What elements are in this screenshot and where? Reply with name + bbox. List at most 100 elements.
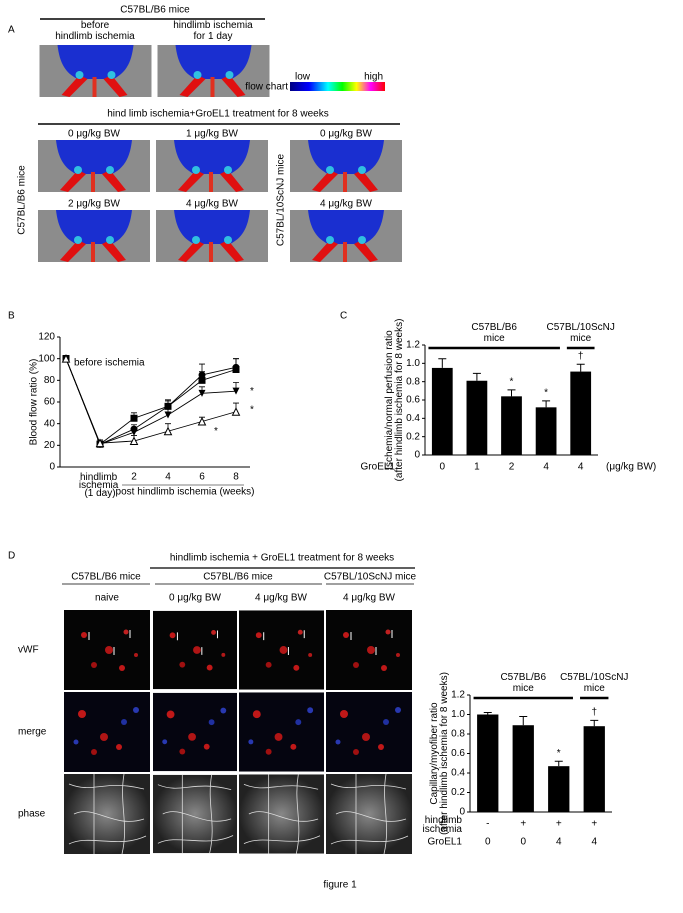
dose-label: 0 μg/kg BW: [320, 129, 372, 140]
significance-mark: *: [557, 748, 561, 759]
x-tick-label: 4: [578, 462, 584, 473]
y-tick-label: 0.2: [406, 431, 420, 442]
y-axis-label-line: Ischemia/normal perfusion ratio: [384, 330, 395, 470]
x-tick-label: 8: [233, 472, 239, 483]
perfusion-image: [290, 140, 402, 192]
row-label: phase: [18, 809, 46, 820]
x-tick-label: 2: [131, 472, 137, 483]
bar: [583, 726, 605, 812]
y-axis-label: Capillary/myofiber ratio(after hindlimb …: [429, 672, 450, 835]
condition-label: +: [556, 819, 562, 830]
point: [198, 376, 206, 384]
image-layer: [38, 18, 415, 854]
point: [164, 402, 172, 410]
y-tick-label: 0.6: [451, 748, 465, 759]
y-axis-label: Blood flow ratio (%): [29, 359, 40, 446]
micrograph: [326, 692, 412, 772]
bar: [477, 714, 499, 812]
x-axis-label: post hindlimb ischemia (weeks): [116, 487, 255, 498]
perfusion-image: [39, 45, 152, 97]
group-label: C57BL/10ScNJ mice: [547, 322, 615, 344]
point: [198, 389, 206, 397]
panel-title: hind limb ischemia+GroEL1 treatment for …: [107, 109, 329, 120]
row-label-line: hindlimb: [425, 815, 463, 826]
column-label: 4 μg/kg BW: [343, 593, 395, 604]
error-bar: [483, 712, 492, 715]
group-label-line: mice: [570, 333, 592, 344]
y-tick-label: 80: [44, 375, 56, 386]
bar: [570, 371, 592, 455]
row-label: vWF: [18, 645, 39, 656]
point: [232, 387, 240, 395]
dose-label: 2 μg/kg BW: [68, 199, 120, 210]
significance-mark: †: [578, 351, 584, 362]
micrograph: [153, 774, 237, 854]
panel-title: hindlimb ischemia + GroEL1 treatment for…: [170, 553, 394, 564]
image-label: hindlimb ischemia for 1 day: [173, 20, 253, 42]
micrograph: [64, 610, 150, 690]
micrograph: [153, 692, 237, 772]
x-tick-label: hindlimb ischemia (1 day): [79, 472, 121, 499]
group-label: C57BL/B6 mice: [471, 322, 517, 344]
condition-label: -: [486, 819, 489, 830]
y-tick-label: 0: [414, 450, 420, 461]
strain-label: C57BL/B6 mice: [203, 572, 273, 583]
panel-label: C: [340, 311, 347, 322]
perfusion-image: [290, 210, 402, 262]
x-tick-label: 0: [520, 837, 526, 848]
y-tick-label: 1.0: [406, 358, 420, 369]
series-line: [65, 358, 237, 445]
y-tick-label: 0.4: [451, 768, 465, 779]
x-tick-label: 0: [485, 837, 491, 848]
series-line: [65, 358, 237, 445]
y-tick-label: 0: [49, 462, 55, 473]
y-axis-label-line: (after hindlimb ischemia for 8 weeks): [394, 319, 405, 482]
series-line: [65, 358, 237, 444]
series-line: [65, 358, 237, 445]
micrograph: [239, 692, 324, 772]
bar: [535, 407, 557, 455]
colorbar-high: high: [364, 72, 383, 83]
caption: figure 1: [323, 880, 357, 891]
bar: [431, 367, 453, 455]
error-bar: [542, 400, 551, 408]
column-label: naive: [95, 593, 119, 604]
annotation: before ischemia: [74, 357, 145, 368]
y-tick-label: 120: [38, 332, 55, 343]
group-label-line: mice: [513, 683, 535, 694]
y-axis-label-line: (after hindlimb ischemia for 8 weeks): [439, 672, 450, 835]
micrograph: [64, 774, 150, 854]
x-tick-label: 4: [165, 472, 171, 483]
row-group-label: C57BL/B6 mice: [17, 165, 28, 235]
x-tick-label: 2: [509, 462, 515, 473]
point: [197, 416, 207, 426]
group-label-line: C57BL/B6: [500, 672, 546, 683]
point: [95, 438, 105, 448]
panel-label: A: [8, 25, 15, 36]
error-bar: [590, 719, 599, 727]
column-label: 4 μg/kg BW: [255, 593, 307, 604]
bar: [548, 766, 570, 812]
group-label-line: C57BL/10ScNJ: [547, 322, 615, 333]
perfusion-image: [38, 210, 150, 262]
point: [231, 407, 241, 416]
x-tick-label: 4: [543, 462, 549, 473]
perfusion-image: [156, 210, 268, 262]
point: [164, 411, 172, 419]
micrograph: [326, 774, 412, 854]
panel-label: D: [8, 551, 15, 562]
y-tick-label: 0: [459, 807, 465, 818]
dose-label: 0 μg/kg BW: [68, 129, 120, 140]
condition-label: +: [520, 819, 526, 830]
unit-label: (μg/kg BW): [606, 462, 656, 473]
image-label: before hindlimb ischemia: [55, 20, 135, 42]
image-label-line: for 1 day: [194, 31, 233, 42]
panel-label: B: [8, 311, 15, 322]
bar: [512, 725, 534, 812]
x-tick-label: 1: [474, 462, 480, 473]
perfusion-image: [156, 140, 268, 192]
dose-label: 4 μg/kg BW: [186, 199, 238, 210]
y-tick-label: 0.8: [451, 729, 465, 740]
error-bar: [519, 715, 528, 726]
